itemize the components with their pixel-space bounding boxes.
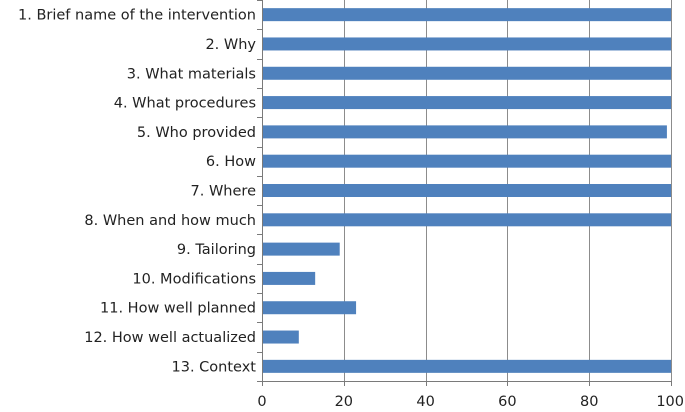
x-tick-label-40: 40: [416, 394, 434, 410]
category-label-2: 2. Why: [205, 37, 256, 53]
bar-5: [262, 125, 667, 139]
category-label-6: 6. How: [206, 154, 256, 170]
x-tick-label-60: 60: [498, 394, 516, 410]
bar-3: [262, 66, 671, 80]
bar-8: [262, 213, 671, 227]
bar-2: [262, 37, 671, 51]
category-label-1: 1. Brief name of the intervention: [18, 8, 256, 24]
bar-1: [262, 8, 671, 22]
bar-12: [262, 330, 299, 344]
category-label-4: 4. What procedures: [114, 96, 256, 112]
category-label-7: 7. Where: [191, 184, 257, 200]
category-labels: 1. Brief name of the intervention 2. Why 3…: [18, 8, 256, 376]
x-tick-labels: 0 20 40 60 80 100: [257, 394, 684, 410]
x-tick-label-80: 80: [580, 394, 598, 410]
bar-10: [262, 271, 316, 285]
bars: [262, 8, 671, 373]
bar-9: [262, 242, 340, 256]
category-label-8: 8. When and how much: [84, 213, 256, 229]
category-label-12: 12. How well actualized: [84, 330, 256, 346]
bar-11: [262, 301, 357, 315]
bar-13: [262, 359, 671, 373]
bar-4: [262, 96, 671, 110]
category-label-10: 10. Modifications: [132, 271, 256, 287]
x-tick-label-20: 20: [335, 394, 353, 410]
category-label-3: 3. What materials: [127, 66, 256, 82]
x-tick-label-0: 0: [257, 394, 266, 410]
category-label-11: 11. How well planned: [100, 301, 256, 317]
x-tick-label-100: 100: [656, 394, 684, 410]
category-label-5: 5. Who provided: [137, 125, 256, 141]
bar-6: [262, 154, 671, 168]
category-label-13: 13. Context: [172, 359, 257, 375]
axes: [257, 0, 672, 386]
category-label-9: 9. Tailoring: [177, 242, 256, 258]
bar-7: [262, 184, 671, 197]
